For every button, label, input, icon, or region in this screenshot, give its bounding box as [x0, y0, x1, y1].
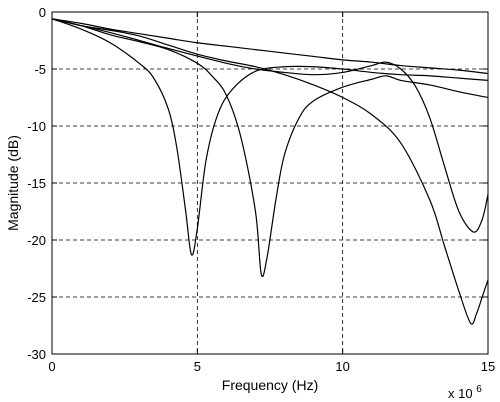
y-tick-labels: 0 -5 -10 -15 -20 -25 -30 — [27, 5, 46, 362]
y-tick-label: -25 — [27, 290, 46, 305]
series-line-5 — [51, 18, 489, 233]
y-tick-label: -5 — [34, 62, 46, 77]
x-tick-label: 10 — [335, 359, 349, 374]
x-axis-multiplier: x 10 6 — [448, 384, 482, 401]
y-tick-label: -15 — [27, 176, 46, 191]
x-axis-multiplier-exponent: 6 — [476, 384, 482, 395]
series-line-4 — [51, 18, 489, 325]
y-tick-label: -20 — [27, 233, 46, 248]
x-tick-label: 0 — [48, 359, 55, 374]
x-axis-label: Frequency (Hz) — [222, 377, 318, 393]
series-layer — [51, 18, 489, 325]
x-tick-label: 15 — [481, 359, 495, 374]
x-tick-label: 5 — [194, 359, 201, 374]
x-axis-multiplier-base: x 10 — [448, 386, 473, 401]
y-axis-label: Magnitude (dB) — [5, 135, 21, 231]
series-line-1 — [51, 18, 489, 75]
tick-marks — [51, 11, 489, 355]
series-line-3 — [51, 18, 489, 278]
x-tick-labels: 0 5 10 15 — [48, 359, 495, 374]
y-tick-label: 0 — [39, 5, 46, 20]
series-line-2 — [51, 18, 489, 256]
y-tick-label: -10 — [27, 119, 46, 134]
y-tick-label: -30 — [27, 347, 46, 362]
